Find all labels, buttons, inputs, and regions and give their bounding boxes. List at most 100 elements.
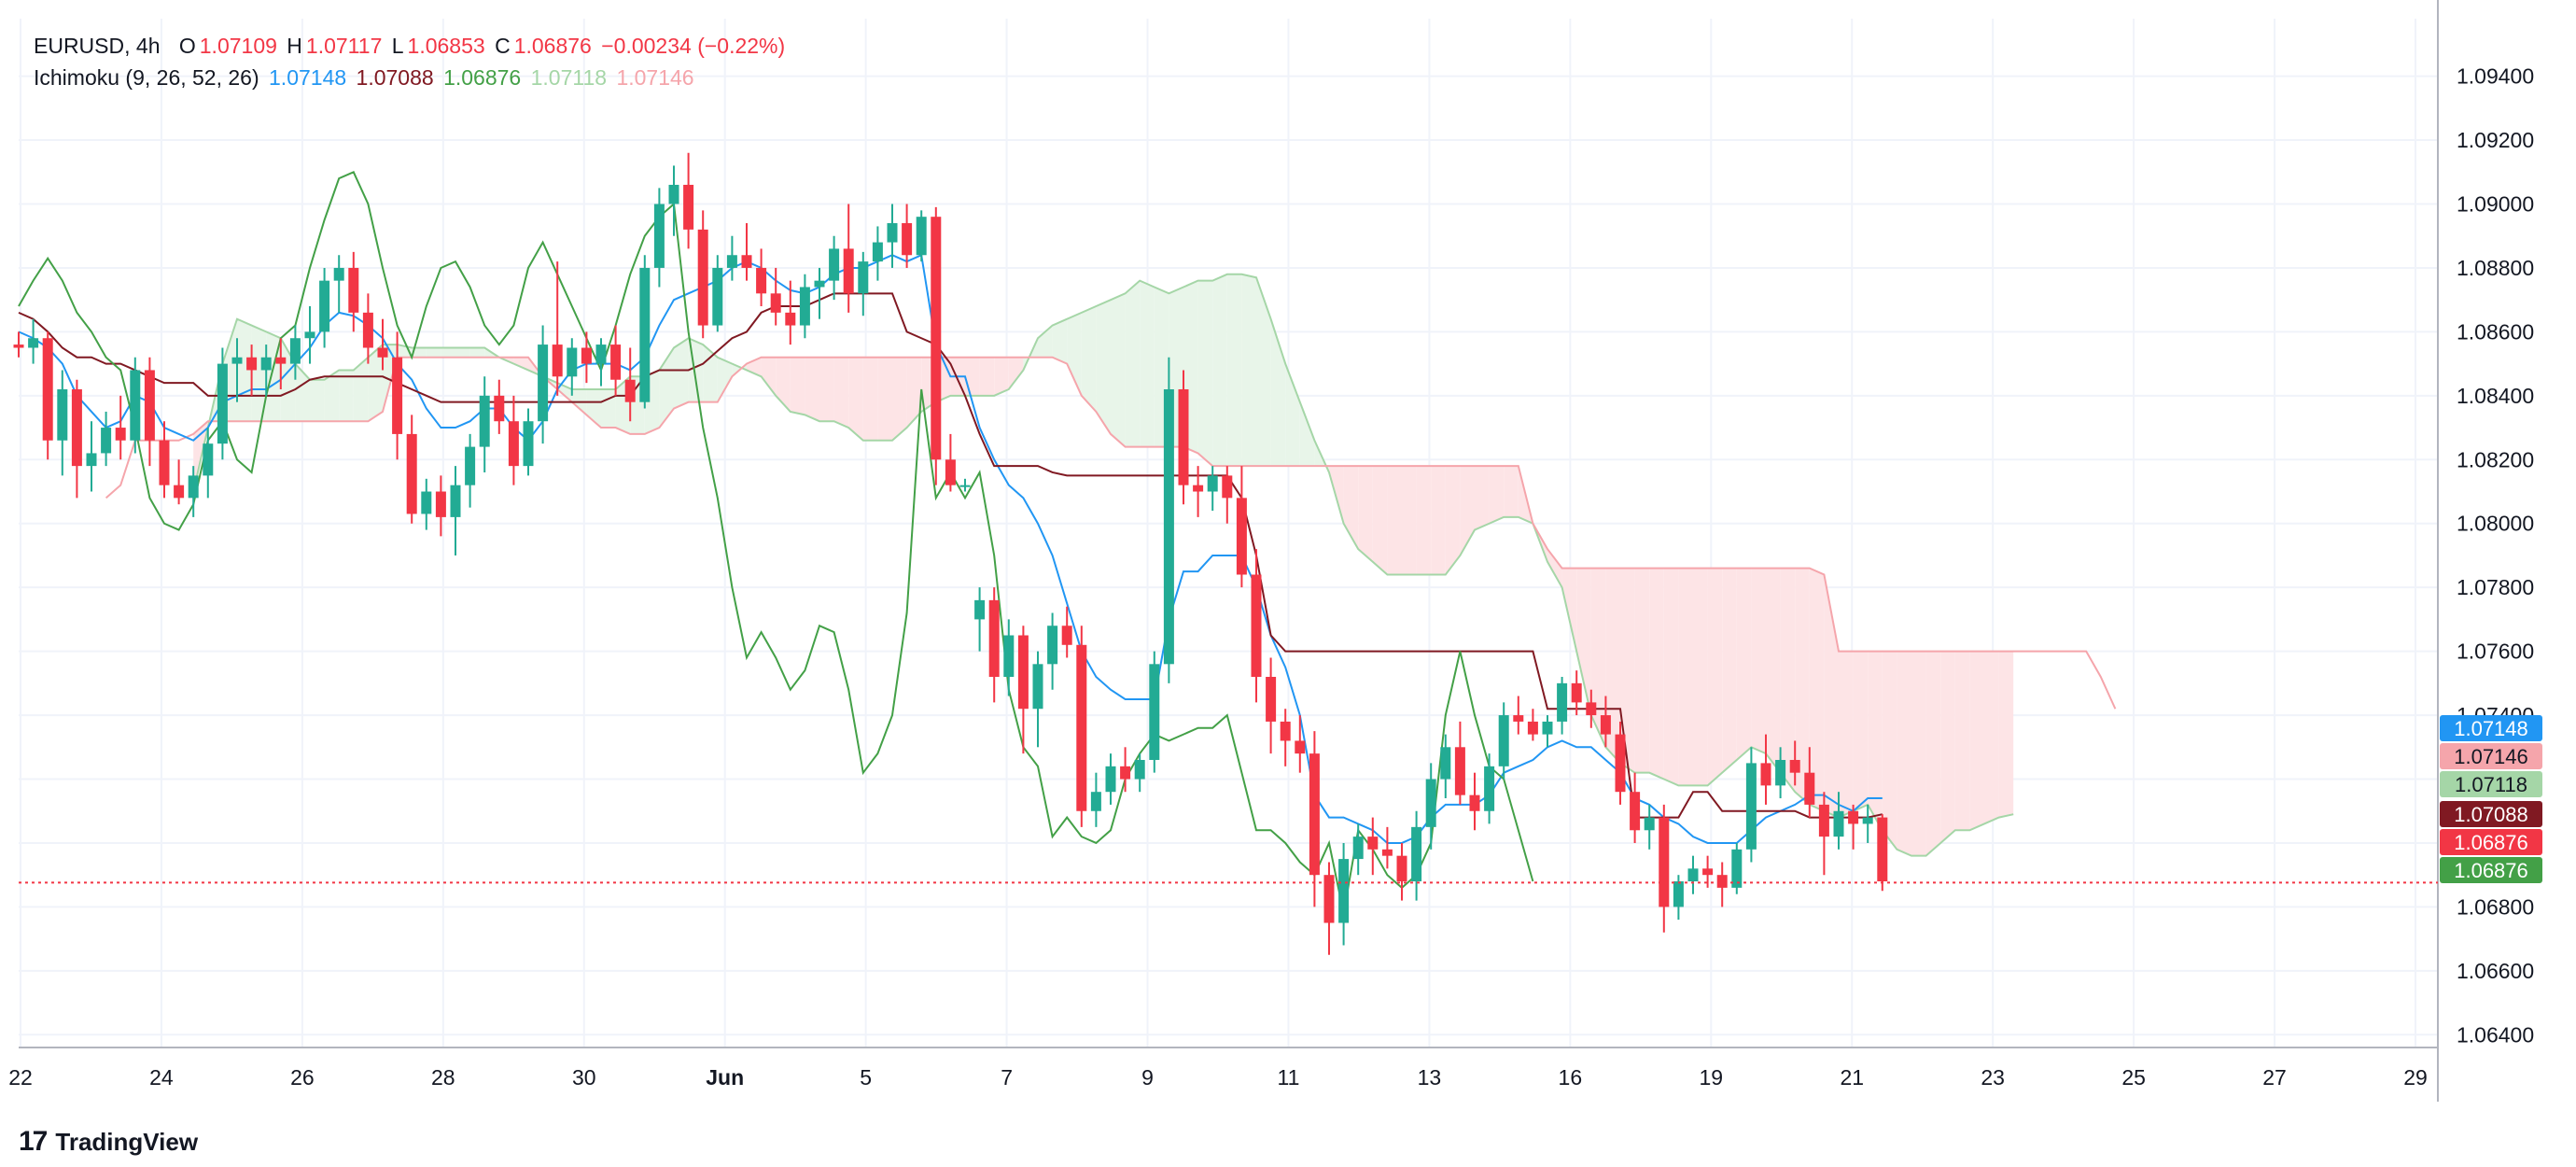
candle-body bbox=[1789, 759, 1800, 773]
cloud-segment bbox=[819, 357, 834, 422]
candle-body bbox=[858, 261, 869, 294]
cloud-segment bbox=[455, 347, 470, 358]
candle-body bbox=[275, 357, 287, 364]
cloud-segment bbox=[1299, 401, 1315, 467]
price-tag bbox=[2440, 857, 2542, 883]
candle-body bbox=[1032, 664, 1043, 710]
low-label: L bbox=[391, 34, 404, 58]
cloud-segment bbox=[862, 357, 878, 441]
y-tick-label: 1.09000 bbox=[2457, 191, 2534, 216]
price-tag bbox=[2440, 829, 2542, 855]
cloud-segment bbox=[1547, 549, 1562, 588]
cloud-segment bbox=[426, 347, 441, 358]
cloud-segment bbox=[877, 357, 892, 441]
cloud-segment bbox=[776, 357, 791, 412]
y-tick-label: 1.06400 bbox=[2457, 1022, 2534, 1047]
candle-body bbox=[86, 453, 97, 467]
x-tick-label: Jun bbox=[706, 1065, 744, 1090]
cloud-segment bbox=[1620, 568, 1635, 773]
candle-body bbox=[188, 475, 199, 499]
cloud-segment bbox=[1111, 293, 1126, 447]
cloud-segment bbox=[1416, 466, 1432, 575]
candle-body bbox=[1630, 792, 1641, 831]
cloud-segment bbox=[833, 357, 849, 429]
candle-body bbox=[785, 312, 796, 326]
price-tag-label: 1.06876 bbox=[2454, 859, 2528, 882]
candle-body bbox=[1498, 715, 1509, 766]
candle-body bbox=[1687, 868, 1699, 882]
indicator-name[interactable]: Ichimoku (9, 26, 52, 26) bbox=[34, 65, 259, 90]
candle-body bbox=[1047, 626, 1058, 665]
cloud-segment bbox=[1402, 466, 1417, 575]
cloud-segment bbox=[513, 357, 528, 371]
cloud-segment bbox=[295, 363, 310, 422]
cloud-segment bbox=[805, 357, 819, 422]
cloud-segment bbox=[1678, 568, 1693, 786]
cloud-segment bbox=[1270, 318, 1286, 467]
candle-body bbox=[304, 331, 315, 339]
tradingview-brand[interactable]: 17 TradingView bbox=[19, 1126, 198, 1158]
candle-body bbox=[231, 357, 243, 364]
y-tick-label: 1.07800 bbox=[2457, 575, 2534, 599]
cloud-segment bbox=[1008, 357, 1024, 389]
y-tick-label: 1.09400 bbox=[2457, 64, 2534, 89]
cloud-segment bbox=[1751, 568, 1766, 754]
leading-span-a-line bbox=[192, 273, 2014, 857]
candle-body bbox=[1411, 826, 1422, 882]
candle-body bbox=[1017, 635, 1029, 710]
cloud-segment bbox=[1998, 651, 2014, 818]
candle-body bbox=[1469, 794, 1480, 811]
candle-body bbox=[668, 184, 679, 204]
candle-body bbox=[1484, 766, 1495, 811]
candle-body bbox=[1586, 702, 1597, 716]
price-tag-label: 1.07146 bbox=[2454, 745, 2528, 768]
close-value: 1.06876 bbox=[513, 34, 592, 58]
candle-body bbox=[479, 395, 490, 447]
cloud-segment bbox=[310, 379, 325, 422]
cloud-segment bbox=[469, 347, 485, 358]
ichimoku-cloud bbox=[193, 274, 2014, 856]
candle-body bbox=[508, 421, 519, 467]
cloud-segment bbox=[790, 357, 805, 415]
close-label: C bbox=[495, 34, 511, 58]
candle-body bbox=[159, 440, 170, 485]
cloud-segment bbox=[892, 357, 907, 441]
leading-span-b-line bbox=[105, 356, 2117, 710]
cloud-segment bbox=[251, 325, 267, 422]
candle-body bbox=[945, 459, 956, 485]
cloud-segment bbox=[1707, 568, 1723, 786]
cloud-segment bbox=[1140, 280, 1155, 447]
x-tick-label: 26 bbox=[290, 1065, 315, 1090]
candle-body bbox=[697, 229, 708, 326]
cloud-segment bbox=[1445, 466, 1461, 575]
base-line bbox=[18, 292, 1883, 819]
candle-body bbox=[1090, 792, 1101, 811]
cloud-segment bbox=[906, 357, 922, 429]
candle-body bbox=[1061, 626, 1072, 645]
y-tick-label: 1.06800 bbox=[2457, 894, 2534, 919]
cloud-segment bbox=[1197, 280, 1213, 467]
open-label: O bbox=[178, 34, 196, 58]
candle-body bbox=[348, 267, 359, 313]
price-tags: 1.07148 1.07146 1.07118 1.07088 1.06876 1.068… bbox=[2440, 715, 2542, 883]
cloud-segment bbox=[1649, 568, 1664, 780]
cloud-segment bbox=[324, 370, 340, 422]
cloud-segment bbox=[1038, 325, 1053, 358]
lagging-span-value: 1.06876 bbox=[443, 65, 522, 90]
price-tag-label: 1.06876 bbox=[2454, 831, 2528, 854]
candle-body bbox=[465, 446, 476, 485]
x-tick-label: 28 bbox=[431, 1065, 455, 1090]
cloud-segment bbox=[1431, 466, 1446, 575]
candle-body bbox=[843, 248, 854, 294]
candle-body bbox=[1193, 485, 1204, 492]
symbol-label[interactable]: EURUSD, 4h bbox=[34, 34, 161, 58]
indicator-legend: Ichimoku (9, 26, 52, 26) 1.07148 1.07088… bbox=[34, 65, 698, 91]
x-tick-label: 23 bbox=[1981, 1065, 2005, 1090]
candle-body bbox=[581, 347, 592, 364]
cloud-segment bbox=[1226, 274, 1242, 467]
cloud-segment bbox=[1954, 651, 1970, 831]
candle-body bbox=[260, 357, 272, 371]
cloud-segment bbox=[1256, 277, 1271, 467]
candle-body bbox=[988, 599, 1000, 678]
